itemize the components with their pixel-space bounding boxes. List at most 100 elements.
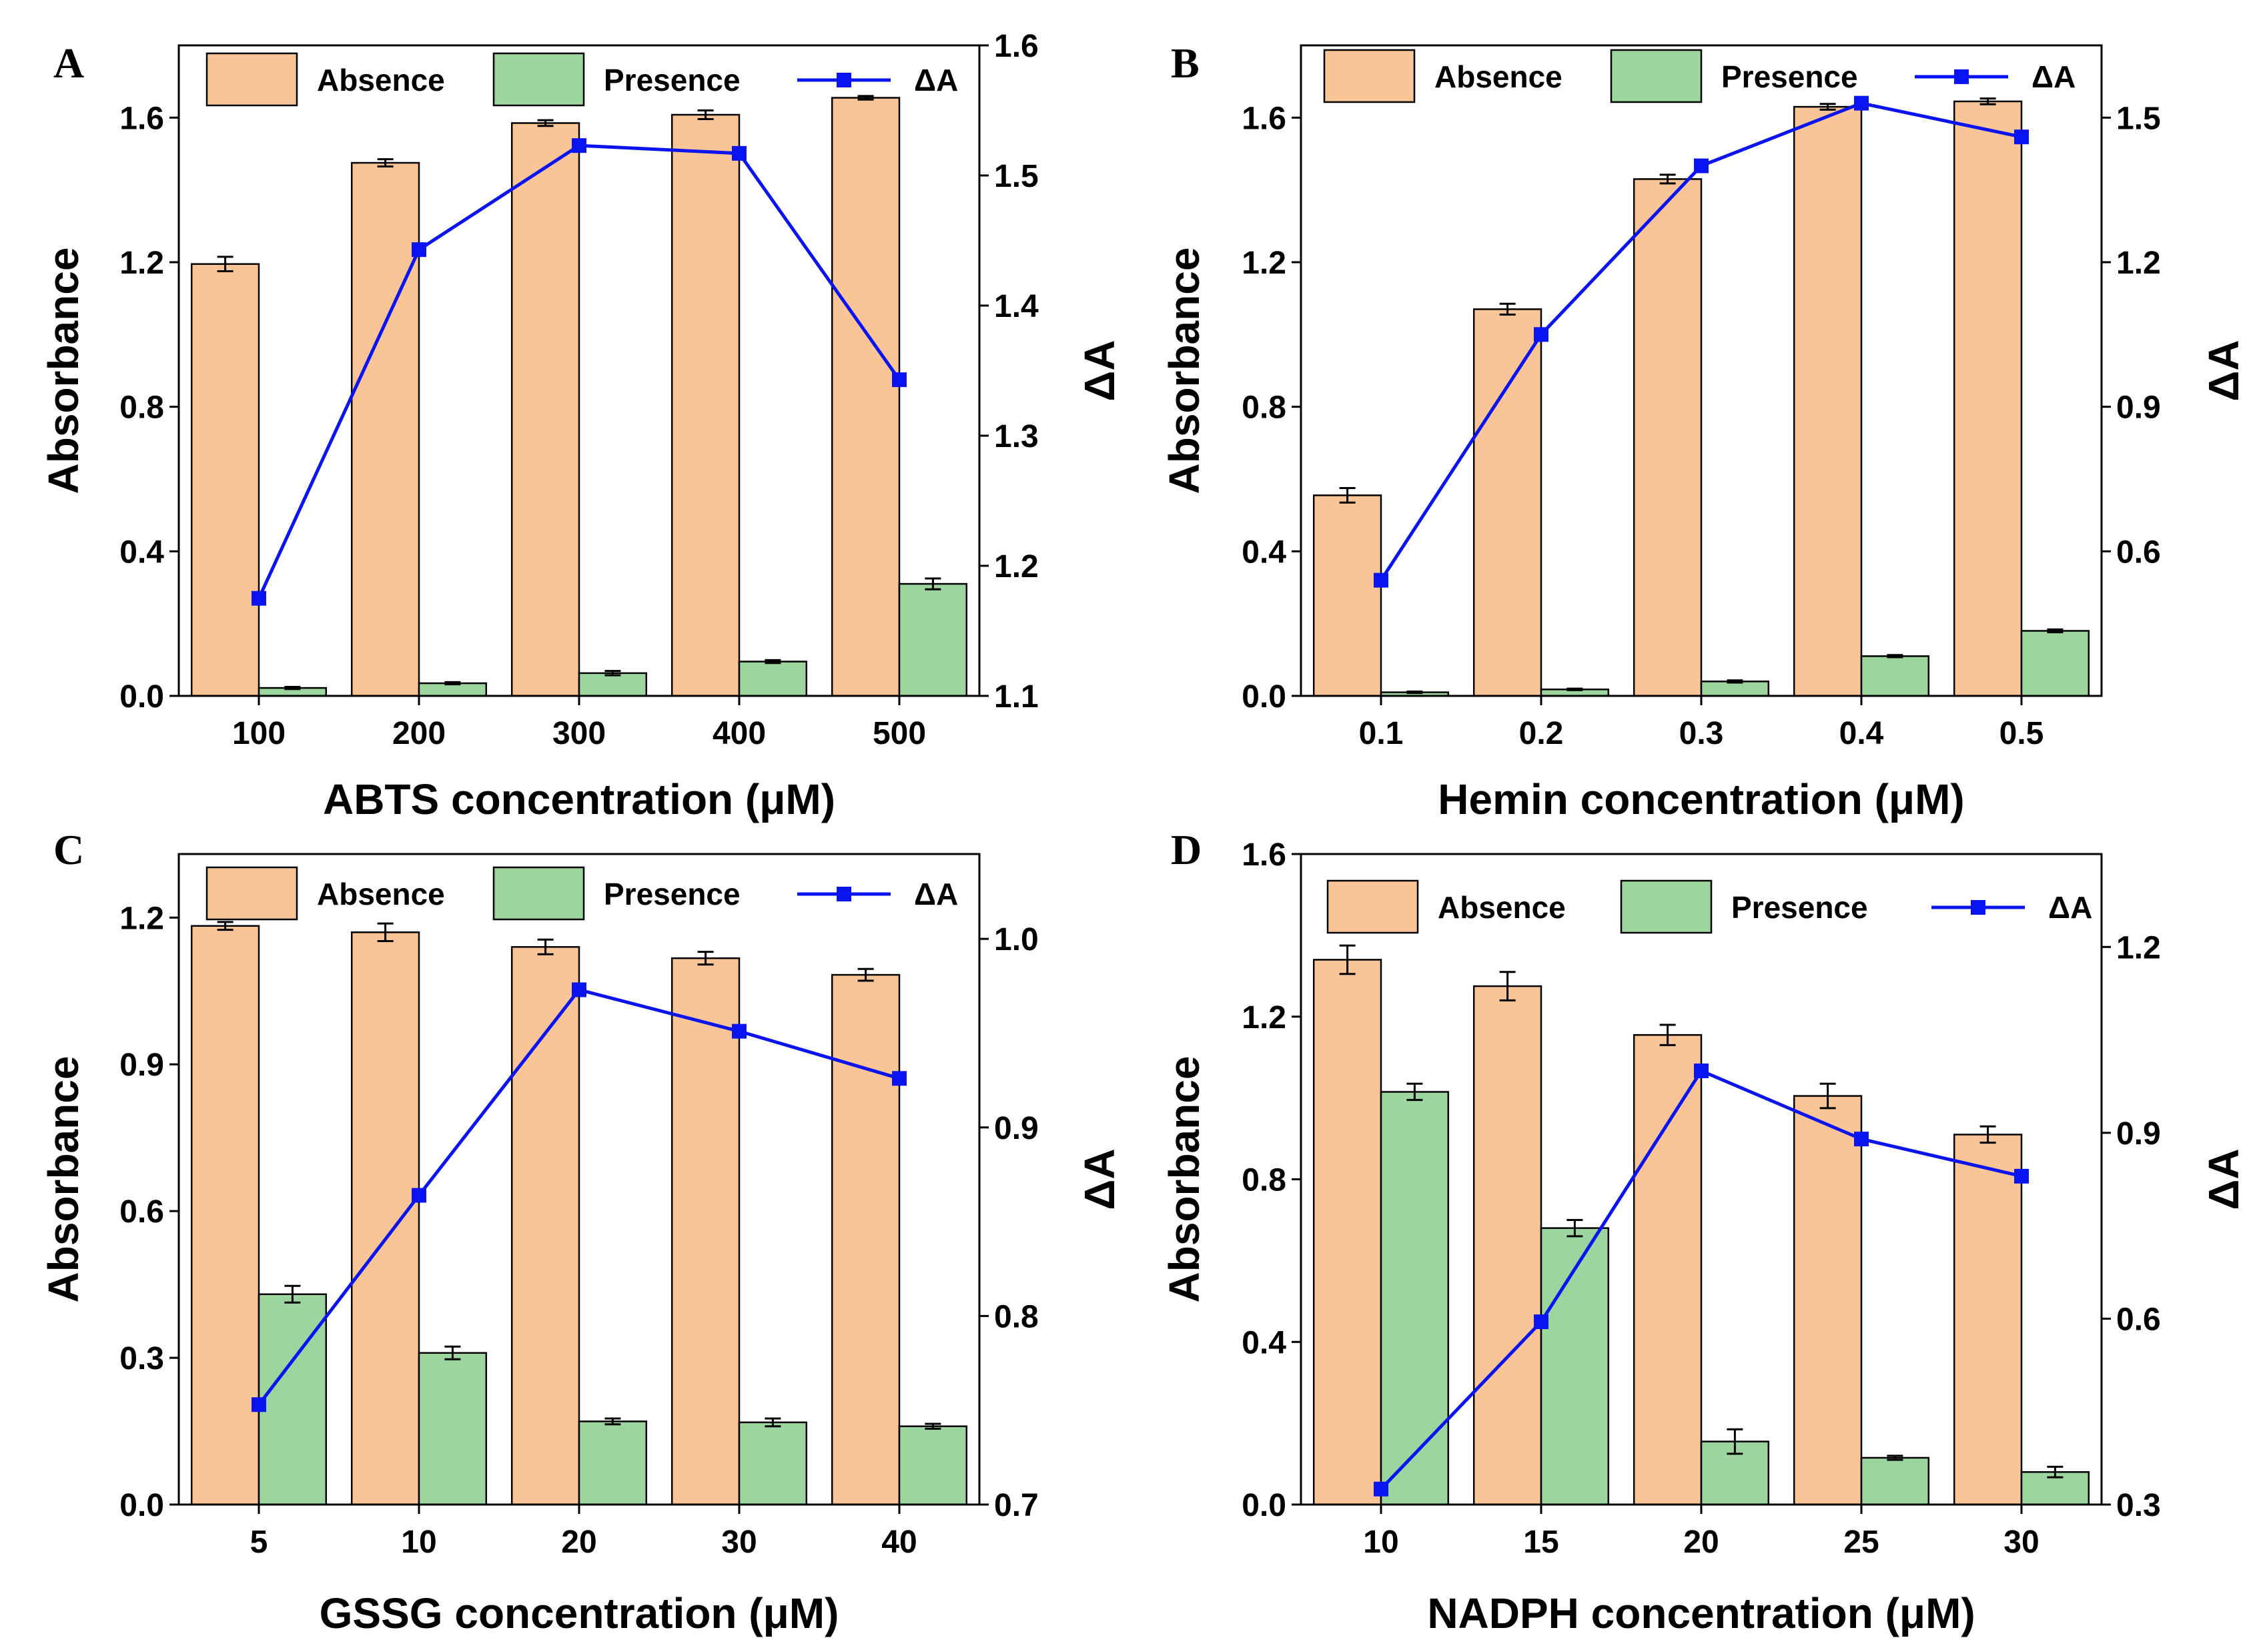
y-tick-label: 0.8	[1242, 390, 1286, 426]
y2-tick-label: 0.9	[2116, 1116, 2161, 1152]
y-tick-label: 1.2	[1242, 246, 1286, 281]
y2-tick-label: 0.8	[994, 1299, 1039, 1334]
x-tick-label: 100	[232, 716, 286, 751]
x-axis-title: GSSG concentration (μM)	[320, 1589, 839, 1637]
x-tick-label: 0.1	[1359, 716, 1404, 751]
absence-bar-2	[510, 122, 580, 697]
legend-swatch-absence	[205, 866, 298, 921]
x-tick-label: 400	[713, 716, 766, 751]
y-tick-label: 0.0	[1242, 1488, 1286, 1523]
error-bar	[925, 1422, 941, 1430]
error-bar	[765, 659, 781, 665]
error-bar	[284, 1284, 301, 1304]
legend: Absence Presence ΔA	[205, 52, 958, 107]
presence-bar-3	[738, 661, 808, 697]
legend-label-presence: Presence	[604, 877, 741, 911]
absence-bar-1	[350, 161, 420, 697]
x-tick-label: 200	[392, 716, 446, 751]
delta-a-point-4	[2014, 1168, 2029, 1184]
delta-a-point-1	[1534, 1314, 1548, 1330]
error-bar	[217, 921, 234, 931]
error-bar	[217, 256, 234, 273]
legend-swatch-delta-marker	[1954, 69, 1969, 84]
presence-bar-3	[1860, 655, 1930, 697]
error-bar	[1406, 1082, 1423, 1102]
y-axis-title: Absorbance	[39, 1056, 87, 1303]
error-bar	[604, 670, 621, 677]
y2-tick-label: 0.6	[2116, 534, 2161, 570]
error-bar	[1406, 691, 1423, 695]
panel-letter: A	[53, 39, 84, 87]
absence-bar-0	[1312, 959, 1382, 1506]
legend-label-absence: Absence	[1434, 59, 1562, 94]
error-bar	[1979, 97, 1996, 105]
delta-a-point-3	[732, 1023, 747, 1039]
legend: Absence Presence ΔA	[1326, 879, 2092, 934]
x-tick-label: 0.5	[1999, 716, 2044, 751]
y-tick-label: 0.0	[119, 679, 164, 715]
delta-a-point-0	[1374, 572, 1388, 588]
panel-c: C 0.0 0.3 0.6 0.9 1.2 0.7 0.8 0.9 1.0 5 10 20 30 40 GSS…	[39, 826, 1123, 1637]
delta-a-point-0	[252, 590, 266, 606]
y-tick-label: 0.8	[1242, 1163, 1286, 1198]
legend-label-absence: Absence	[1438, 890, 1566, 925]
y2-axis-title: ΔA	[2200, 340, 2248, 401]
x-tick-label: 300	[552, 716, 606, 751]
delta-a-point-4	[892, 372, 907, 388]
error-bar	[1727, 679, 1743, 684]
y2-tick-label: 1.6	[994, 29, 1039, 64]
panel-letter: C	[53, 826, 84, 873]
x-tick-label: 40	[881, 1525, 917, 1560]
panel-b: B 0.0 0.4 0.8 1.2 1.6 0.6 0.9 1.2 1.5 0.1 0.2 0.3 0.4…	[1160, 39, 2248, 823]
error-bar	[1339, 944, 1356, 975]
y2-tick-label: 1.0	[994, 922, 1039, 957]
delta-a-point-2	[572, 138, 586, 153]
y-tick-label: 1.2	[119, 901, 164, 936]
y-tick-label: 0.3	[119, 1341, 164, 1376]
error-bar	[1659, 1023, 1676, 1046]
x-tick-label: 30	[2003, 1525, 2039, 1560]
x-axis-title: NADPH concentration (μM)	[1427, 1589, 1975, 1637]
y2-tick-label: 1.5	[2116, 101, 2161, 136]
absence-bar-0	[1312, 494, 1382, 697]
error-bar	[284, 685, 301, 691]
error-bar	[2047, 1465, 2064, 1479]
delta-a-point-4	[892, 1071, 907, 1086]
y-tick-label: 0.4	[1242, 534, 1286, 570]
y2-tick-label: 1.2	[2116, 246, 2161, 281]
legend-label-delta: ΔA	[2031, 59, 2076, 94]
legend-swatch-absence	[1323, 49, 1416, 103]
x-tick-label: 15	[1523, 1525, 1558, 1560]
delta-a-point-0	[1374, 1481, 1388, 1497]
absence-bar-1	[350, 931, 420, 1506]
x-tick-label: 0.2	[1519, 716, 1564, 751]
error-bar	[377, 922, 394, 942]
error-bar	[857, 95, 874, 101]
error-bar	[1499, 302, 1516, 316]
legend-swatch-presence	[492, 866, 585, 921]
legend-swatch-presence	[1620, 879, 1713, 934]
y-tick-label: 0.4	[1242, 1325, 1286, 1360]
error-bar	[697, 951, 714, 966]
panel-a: A 0.0 0.4 0.8 1.2 1.6 1.1 1.2 1.3 1.4 1.5 1.6 100 200…	[39, 29, 1123, 823]
x-axis-title: Hemin concentration (μM)	[1438, 775, 1964, 823]
absence-bar-4	[1953, 100, 2023, 697]
x-tick-label: 20	[1683, 1525, 1719, 1560]
y2-tick-label: 1.3	[994, 419, 1039, 454]
delta-a-point-3	[1854, 95, 1869, 111]
delta-a-point-1	[1534, 327, 1548, 342]
y-tick-label: 0.9	[119, 1048, 164, 1083]
legend-swatch-delta-marker	[837, 73, 851, 87]
y-tick-label: 1.2	[119, 246, 164, 281]
y-axis-title: Absorbance	[1160, 248, 1208, 494]
x-tick-label: 0.4	[1839, 716, 1884, 751]
error-bar	[444, 681, 461, 686]
x-tick-label: 20	[561, 1525, 596, 1560]
y-tick-label: 1.2	[1242, 1000, 1286, 1036]
legend-label-delta: ΔA	[914, 877, 958, 911]
error-bar	[377, 158, 394, 167]
y2-tick-label: 1.1	[994, 679, 1039, 715]
absence-bar-2	[1633, 1034, 1703, 1506]
x-tick-label: 10	[1363, 1525, 1398, 1560]
presence-bar-4	[2020, 630, 2090, 697]
